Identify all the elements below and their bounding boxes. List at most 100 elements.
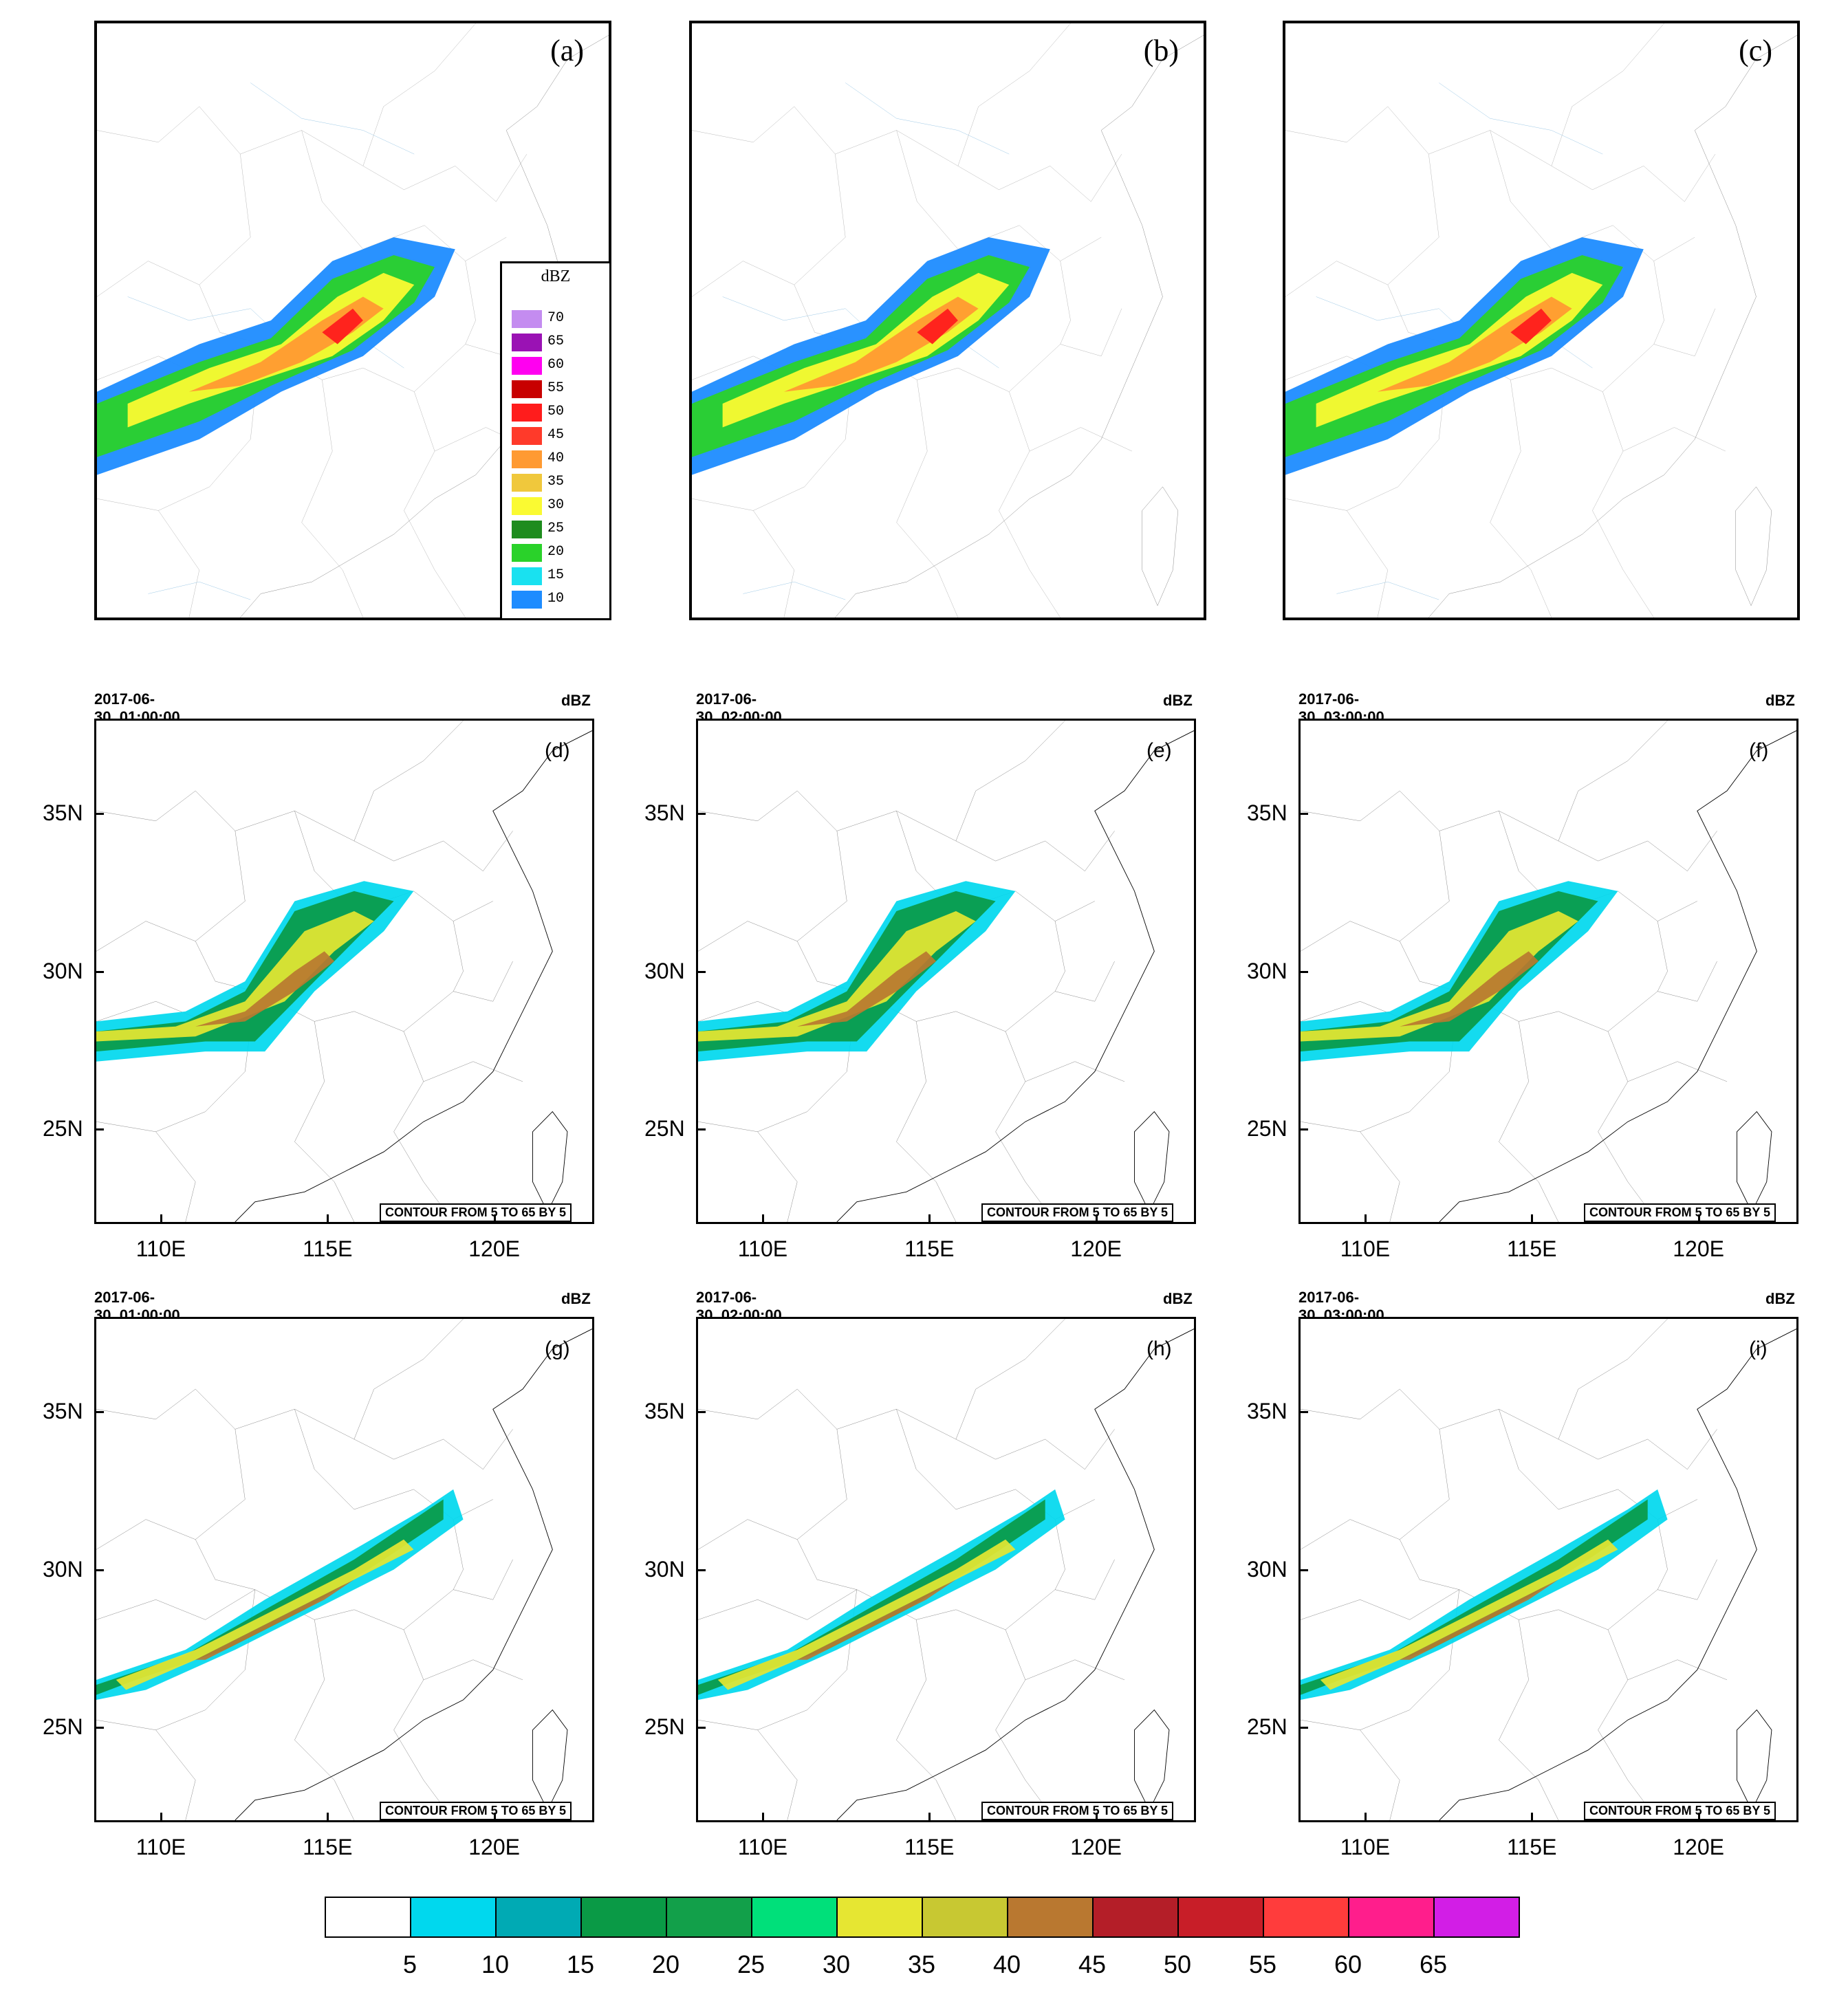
contour-note: CONTOUR FROM 5 TO 65 BY 5 [1584,1203,1776,1222]
colorbar-cell [410,1897,497,1938]
legend-value: 55 [547,380,565,396]
panel-unit: dBZ [1765,1290,1795,1307]
lat-label: 30N [644,958,685,983]
lon-tick [928,1813,931,1822]
province-borders [692,23,1204,618]
legend-value: 35 [547,474,565,490]
lon-tick [327,1813,329,1822]
lat-label: 25N [1247,1714,1287,1740]
contour-note: CONTOUR FROM 5 TO 65 BY 5 [380,1203,572,1222]
lat-label: 35N [43,800,83,825]
panel-unit: dBZ [561,692,591,709]
lat-tick [1298,1128,1308,1131]
panel-label: (d) [545,739,570,762]
panel-label: (f) [1749,739,1769,762]
province-borders [698,1319,1194,1820]
colorbar-cell [751,1897,838,1938]
model-map [1298,1317,1798,1822]
panel-label: (e) [1146,739,1172,762]
lat-label: 35N [644,800,685,825]
lon-label: 115E [1507,1236,1557,1261]
lon-label: 120E [468,1236,520,1261]
radar-panel: (b) [689,21,1206,620]
colorbar-label: 5 [402,1950,417,1978]
lon-label: 115E [904,1236,955,1261]
lat-tick [94,812,104,815]
legend-value: 65 [547,334,565,349]
colorbar-cell [1433,1897,1520,1938]
reflectivity-band [1285,237,1644,475]
province-borders [97,23,609,618]
lon-tick [160,1813,162,1822]
panel-unit: dBZ [1163,692,1193,709]
lat-tick [94,1727,104,1729]
colorbar-cell [1263,1897,1349,1938]
legend-swatch [512,591,542,609]
reflectivity-band [1301,1489,1668,1701]
legend-swatch [512,544,542,562]
lon-tick [327,1214,329,1224]
model-map [696,719,1196,1224]
lon-label: 115E [904,1835,955,1859]
panel-label: (c) [1739,34,1772,67]
lon-tick [1697,1214,1700,1224]
legend-swatch [512,497,542,515]
lon-tick [1531,1813,1534,1822]
lat-tick [1298,1569,1308,1571]
model-map [696,1317,1196,1822]
radar-map [1283,21,1800,620]
legend-swatch [512,334,542,351]
lon-label: 120E [1673,1236,1724,1261]
lon-label: 110E [1340,1236,1391,1261]
radar-legend: dBZ 70 65 60 55 50 45 40 35 30 25 20 15 10 [500,261,611,620]
colorbar-label: 65 [1419,1950,1448,1978]
colorbar-cell [666,1897,752,1938]
lon-tick [761,1214,764,1224]
panel-label: (b) [1143,34,1179,67]
lon-tick [1531,1214,1534,1224]
lon-label: 120E [468,1835,520,1859]
lon-tick [1697,1813,1700,1822]
lon-label: 115E [1507,1835,1557,1859]
lon-label: 110E [135,1236,186,1261]
contour-note: CONTOUR FROM 5 TO 65 BY 5 [981,1203,1174,1222]
legend-value: 60 [547,357,565,373]
reflectivity-band [97,237,455,475]
colorbar-label: 25 [737,1950,765,1978]
legend-swatch [512,521,542,538]
lat-label: 35N [1247,800,1287,825]
legend-title: dBZ [541,267,571,285]
contour-note: CONTOUR FROM 5 TO 65 BY 5 [1584,1802,1776,1820]
lat-tick [1298,812,1308,815]
reflectivity-band [698,1489,1065,1701]
lon-tick [1364,1214,1367,1224]
panel-label: (g) [545,1337,570,1360]
lat-tick [94,1569,104,1571]
panel-unit: dBZ [561,1290,591,1307]
colorbar-cell [495,1897,582,1938]
lat-label: 25N [644,1714,685,1740]
lon-label: 120E [1070,1835,1122,1859]
lat-label: 25N [1247,1116,1287,1141]
province-borders [1301,1319,1796,1820]
lat-tick [696,1128,706,1131]
colorbar-label: 50 [1163,1950,1192,1978]
panel-label: (h) [1146,1337,1172,1360]
colorbar-label: 60 [1334,1950,1362,1978]
lat-tick [1298,970,1308,973]
panel-label: (i) [1749,1337,1768,1360]
colorbar-cell [1177,1897,1264,1938]
lat-tick [696,1410,706,1413]
lon-label: 120E [1673,1835,1724,1859]
lat-tick [94,1128,104,1131]
contour-note: CONTOUR FROM 5 TO 65 BY 5 [380,1802,572,1820]
legend-swatch [512,380,542,398]
lat-tick [696,1727,706,1729]
lat-tick [696,812,706,815]
colorbar-label: 45 [1078,1950,1107,1978]
legend-swatch [512,474,542,492]
lat-label: 35N [644,1398,685,1423]
radar-map [689,21,1206,620]
lon-label: 110E [737,1835,788,1859]
colorbar-label: 55 [1248,1950,1277,1978]
